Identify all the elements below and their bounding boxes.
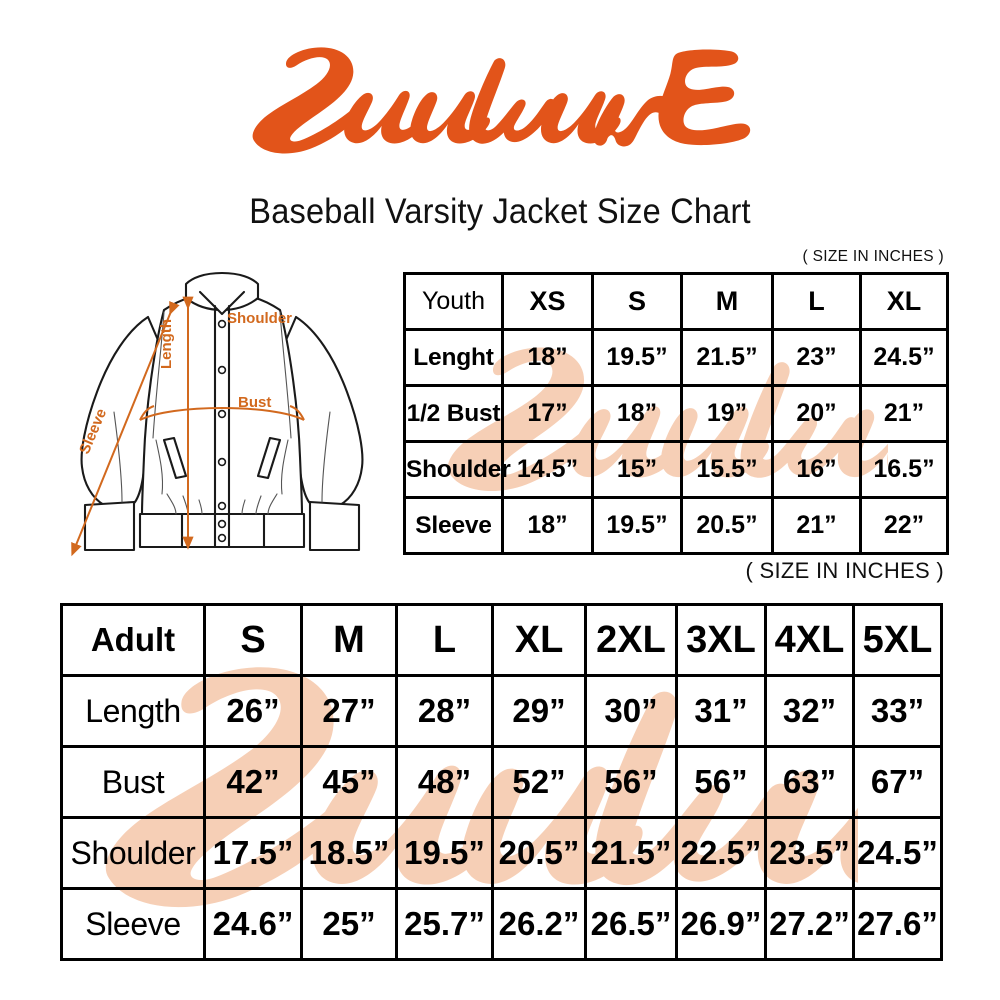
adult-cell-bust-m: 45” (300, 745, 398, 819)
youth-col-xl: XL (859, 272, 949, 331)
adult-units-note: ( SIZE IN INCHES ) (745, 558, 944, 583)
adult-cell-bust-5xl: 67” (852, 745, 943, 819)
youth-cell-shoulder-xl: 16.5” (859, 440, 949, 499)
youth-cell-half-bust-xl: 21” (859, 384, 949, 443)
youth-col-m: M (680, 272, 774, 331)
youth-cell-sleeve-m: 20.5” (680, 496, 774, 555)
adult-cell-bust-4xl: 63” (764, 745, 855, 819)
adult-row-label-bust: Bust (60, 745, 206, 819)
adult-col-2xl: 2XL (584, 603, 678, 677)
diagram-label-shoulder: Shoulder (227, 310, 293, 327)
adult-col-xl: XL (491, 603, 587, 677)
youth-cell-half-bust-s: 18” (591, 384, 683, 443)
table-row: Shoulder 14.5” 15” 15.5” 16” 16.5” (403, 440, 949, 499)
youth-cell-length-s: 19.5” (591, 328, 683, 387)
measurement-arrows (71, 296, 194, 557)
adult-cell-bust-2xl: 56” (584, 745, 678, 819)
youth-row-label-length: Lenght (403, 328, 504, 387)
adult-size-table: Adult S M L XL 2XL 3XL 4XL 5XL Length 26… (60, 603, 943, 961)
table-row: Shoulder 17.5” 18.5” 19.5” 20.5” 21.5” 2… (60, 816, 943, 890)
adult-cell-sleeve-3xl: 26.9” (675, 887, 767, 961)
youth-col-l: L (771, 272, 862, 331)
youth-cell-length-xl: 24.5” (859, 328, 949, 387)
bust-measure-line (139, 406, 305, 421)
adult-cell-bust-l: 48” (395, 745, 494, 819)
youth-corner-label: Youth (403, 272, 504, 331)
youth-cell-shoulder-xs: 14.5” (501, 440, 594, 499)
adult-cell-length-s: 26” (203, 674, 303, 748)
adult-header-row: Adult S M L XL 2XL 3XL 4XL 5XL (60, 603, 943, 677)
adult-cell-shoulder-5xl: 24.5” (852, 816, 943, 890)
youth-cell-half-bust-m: 19” (680, 384, 774, 443)
adult-cell-bust-3xl: 56” (675, 745, 767, 819)
adult-cell-length-3xl: 31” (675, 674, 767, 748)
adult-cell-length-xl: 29” (491, 674, 587, 748)
jacket-diagram: Shoulder Length Bust Sleeve (52, 262, 392, 592)
adult-cell-shoulder-l: 19.5” (395, 816, 494, 890)
youth-cell-sleeve-xl: 22” (859, 496, 949, 555)
youth-row-label-half-bust: 1/2 Bust (403, 384, 504, 443)
youth-row-label-sleeve: Sleeve (403, 496, 504, 555)
youth-cell-length-m: 21.5” (680, 328, 774, 387)
table-row: Bust 42” 45” 48” 52” 56” 56” 63” 67” (60, 745, 943, 819)
youth-col-xs: XS (501, 272, 594, 331)
adult-cell-sleeve-xl: 26.2” (491, 887, 587, 961)
youth-cell-length-xs: 18” (501, 328, 594, 387)
adult-row-label-length: Length (60, 674, 206, 748)
adult-cell-sleeve-l: 25.7” (395, 887, 494, 961)
adult-cell-length-2xl: 30” (584, 674, 678, 748)
adult-cell-shoulder-s: 17.5” (203, 816, 303, 890)
youth-cell-sleeve-xs: 18” (501, 496, 594, 555)
adult-corner-label: Adult (60, 603, 206, 677)
adult-cell-shoulder-xl: 20.5” (491, 816, 587, 890)
adult-col-m: M (300, 603, 398, 677)
table-row: 1/2 Bust 17” 18” 19” 20” 21” (403, 384, 949, 443)
diagram-label-length: Length (158, 319, 175, 369)
youth-cell-shoulder-l: 16” (771, 440, 862, 499)
adult-cell-length-l: 28” (395, 674, 494, 748)
youth-cell-length-l: 23” (771, 328, 862, 387)
table-row: Lenght 18” 19.5” 21.5” 23” 24.5” (403, 328, 949, 387)
youth-cell-sleeve-l: 21” (771, 496, 862, 555)
adult-col-3xl: 3XL (675, 603, 767, 677)
adult-row-label-shoulder: Shoulder (60, 816, 206, 890)
adult-cell-shoulder-2xl: 21.5” (584, 816, 678, 890)
adult-cell-shoulder-m: 18.5” (300, 816, 398, 890)
adult-cell-sleeve-2xl: 26.5” (584, 887, 678, 961)
youth-units-note: ( SIZE IN INCHES ) (802, 248, 944, 265)
adult-cell-length-4xl: 32” (764, 674, 855, 748)
adult-col-s: S (203, 603, 303, 677)
adult-cell-bust-s: 42” (203, 745, 303, 819)
youth-header-row: Youth XS S M L XL (403, 272, 949, 331)
adult-cell-shoulder-4xl: 23.5” (764, 816, 855, 890)
adult-cell-sleeve-4xl: 27.2” (764, 887, 855, 961)
youth-cell-sleeve-s: 19.5” (591, 496, 683, 555)
youth-cell-shoulder-s: 15” (591, 440, 683, 499)
adult-cell-shoulder-3xl: 22.5” (675, 816, 767, 890)
diagram-label-bust: Bust (238, 394, 272, 411)
adult-cell-sleeve-5xl: 27.6” (852, 887, 943, 961)
adult-col-5xl: 5XL (852, 603, 943, 677)
brand-logo-wordmark: DunkarE (252, 47, 751, 154)
table-row: Length 26” 27” 28” 29” 30” 31” 32” 33” (60, 674, 943, 748)
table-row: Sleeve 24.6” 25” 25.7” 26.2” 26.5” 26.9”… (60, 887, 943, 961)
adult-cell-length-m: 27” (300, 674, 398, 748)
table-row: Sleeve 18” 19.5” 20.5” 21” 22” (403, 496, 949, 555)
youth-cell-half-bust-l: 20” (771, 384, 862, 443)
page-title: Baseball Varsity Jacket Size Chart (249, 192, 751, 231)
adult-row-label-sleeve: Sleeve (60, 887, 206, 961)
adult-cell-sleeve-m: 25” (300, 887, 398, 961)
adult-col-l: L (395, 603, 494, 677)
brand-logo: DunkarE (0, 18, 1000, 183)
youth-col-s: S (591, 272, 683, 331)
youth-cell-half-bust-xs: 17” (501, 384, 594, 443)
adult-cell-bust-xl: 52” (491, 745, 587, 819)
adult-cell-sleeve-s: 24.6” (203, 887, 303, 961)
adult-col-4xl: 4XL (764, 603, 855, 677)
youth-row-label-shoulder: Shoulder (403, 440, 511, 499)
youth-cell-shoulder-m: 15.5” (680, 440, 774, 499)
adult-cell-length-5xl: 33” (852, 674, 943, 748)
youth-size-table: Youth XS S M L XL Lenght 18” 19.5” 21.5”… (403, 272, 949, 555)
